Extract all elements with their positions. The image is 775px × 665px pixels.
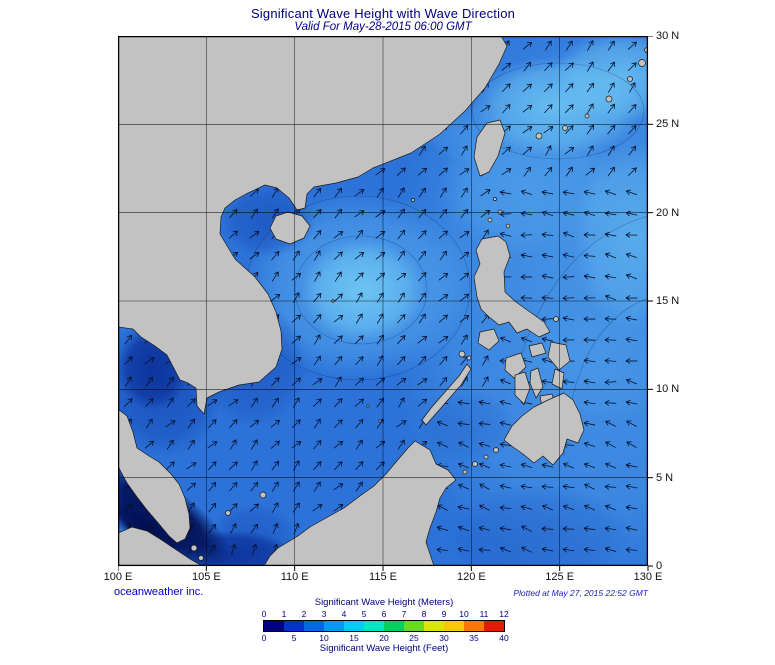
feet-tick: 40 [499,633,509,643]
meters-tick: 2 [301,609,307,619]
land-luzon [473,235,551,338]
land-mindanao [503,392,585,466]
page-title: Significant Wave Height with Wave Direct… [250,6,516,21]
colorbar-segment [324,621,344,631]
meters-tick: 4 [341,609,347,619]
wave-height-colorbar [263,620,505,632]
lat-tick-label: 25 N [656,118,680,131]
land-samar [547,341,571,371]
map-area [117,35,660,577]
feet-tick: 30 [439,633,449,643]
meters-tick: 6 [381,609,387,619]
land-masbate [528,342,547,358]
feet-tick: 15 [349,633,359,643]
meters-tick: 1 [281,609,287,619]
land-malay-peninsula [118,408,191,544]
land-panay [504,352,527,379]
axis-ticks [117,35,653,571]
legend-title-feet: Significant Wave Height (Feet) [319,643,449,654]
feet-tick: 25 [409,633,419,643]
oceanweather-credit: oceanweather inc. [114,586,204,598]
feet-tick: 5 [291,633,297,643]
lat-tick-label: 30 N [656,30,680,42]
meters-tick: 0 [261,609,267,619]
colorbar-segment [404,621,424,631]
grid-lines [118,36,648,566]
lon-tick-label: 100 E [103,571,133,583]
valid-time-subtitle: Valid For May-28-2015 06:00 GMT [294,21,472,33]
lon-tick-label: 105 E [191,571,221,583]
meters-tick: 7 [401,609,407,619]
colorbar-segment [444,621,464,631]
land-small-islands [190,47,648,561]
colorbar-segment [364,621,384,631]
land-borneo [263,440,457,566]
land-palawan [421,363,472,426]
legend-title-meters: Significant Wave Height (Meters) [314,597,454,608]
colorbar-segment [284,621,304,631]
lat-tick-label: 5 N [656,471,674,484]
meters-tick: 9 [441,609,447,619]
colorbar-segment [424,621,444,631]
colorbar-segment [484,621,504,631]
land-hainan [269,211,311,245]
colorbar-segment [384,621,404,631]
lon-tick-label: 120 E [456,571,486,583]
land-cebu [529,367,544,399]
feet-tick: 0 [261,633,267,643]
legend-meters-ticks: 0 1 2 3 4 5 6 7 8 9 10 11 12 [250,609,518,619]
lat-tick-label: 20 N [656,206,680,219]
land-leyte [551,368,565,390]
colorbar-segment [464,621,484,631]
lon-tick-label: 125 E [545,571,575,583]
map-canvas [117,35,653,571]
lon-tick-label: 115 E [369,571,397,583]
meters-tick: 5 [361,609,367,619]
land-negros [514,371,531,405]
meters-tick: 11 [479,609,489,619]
plotted-timestamp: Plotted at May 27, 2015 22:52 GMT [513,588,648,598]
map-frame [117,35,649,567]
feet-tick: 35 [469,633,479,643]
land-taiwan [473,119,506,177]
lat-tick-label: 10 N [656,383,680,396]
colorbar-segment [264,621,284,631]
meters-tick: 12 [499,609,509,619]
lon-tick-label: 130 E [633,571,663,583]
lat-tick-label: 15 N [656,295,680,307]
land-layer [118,36,648,566]
land-mainland-asia [118,36,508,415]
lat-tick-label: 0 [656,560,663,572]
feet-tick: 20 [379,633,389,643]
colorbar-segment [344,621,364,631]
meters-tick: 8 [421,609,427,619]
legend-feet-ticks: 0 5 10 15 20 25 30 35 40 [250,633,518,643]
lon-tick-label: 110 E [280,571,309,583]
feet-tick: 10 [319,633,329,643]
meters-tick: 10 [459,609,469,619]
meters-tick: 3 [321,609,327,619]
colorbar-segment [304,621,324,631]
land-sumatra [118,526,203,566]
land-mindoro [477,328,500,351]
